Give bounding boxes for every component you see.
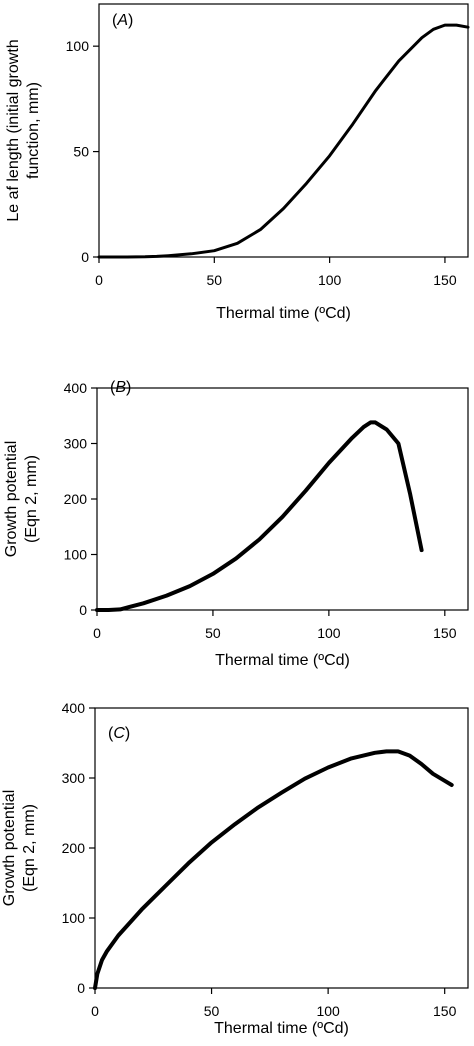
- x-tick-label: 150: [433, 272, 457, 288]
- x-tick-label: 100: [316, 1003, 340, 1019]
- panel-label: (C): [108, 725, 130, 742]
- y-tick-label: 400: [62, 700, 86, 716]
- x-tick-label: 0: [95, 272, 103, 288]
- x-tick-label: 150: [433, 1003, 457, 1019]
- y-axis-title: Growth potential: [1, 790, 18, 907]
- y-axis-title: function, mm): [25, 82, 42, 179]
- y-axis-title: Growth potential: [3, 441, 20, 558]
- panel-label: (B): [110, 379, 131, 396]
- y-tick-label: 100: [62, 910, 86, 926]
- plot-frame: [98, 3, 469, 258]
- y-tick-label: 300: [64, 436, 88, 452]
- x-tick-label: 50: [204, 1003, 220, 1019]
- x-axis-title: Thermal time (ºCd): [216, 305, 351, 322]
- x-tick-label: 50: [207, 272, 223, 288]
- series-line: [95, 420, 424, 612]
- y-axis-title: Le af length (initial growth: [5, 39, 22, 221]
- y-axis-title: (Eqn 2, mm): [21, 804, 38, 892]
- series-line: [97, 23, 470, 259]
- y-tick-label: 100: [66, 38, 90, 54]
- series-line: [93, 749, 454, 990]
- y-tick-label: 100: [64, 547, 88, 563]
- chart-b: 0 50 100 150 0 100 200 300 400 Thermal time (ºCd)…: [3, 379, 469, 669]
- y-tick-label: 200: [62, 840, 86, 856]
- x-tick-label: 100: [318, 272, 342, 288]
- y-tick-label: 50: [73, 144, 89, 160]
- y-axis-title: (Eqn 2, mm): [23, 455, 40, 543]
- x-tick-label: 0: [91, 1003, 99, 1019]
- y-tick-label: 200: [64, 491, 88, 507]
- y-tick-label: 300: [62, 770, 86, 786]
- y-tick-label: 400: [64, 380, 88, 396]
- x-tick-label: 100: [317, 625, 341, 641]
- plot-frame: [94, 707, 469, 989]
- y-tick-label: 0: [81, 249, 89, 265]
- x-tick-label: 0: [93, 625, 101, 641]
- x-tick-label: 150: [433, 625, 457, 641]
- x-axis-title: Thermal time (ºCd): [215, 652, 350, 669]
- x-tick-label: 50: [205, 625, 221, 641]
- chart-c: 0 50 100 150 0 100 200 300 400 Thermal time (ºCd)…: [1, 700, 469, 1037]
- y-tick-label: 0: [77, 980, 85, 996]
- panel-label: (A): [112, 12, 133, 29]
- chart-a: 0 50 100 150 0 50 100 Thermal time (ºCd) Le af l…: [5, 3, 470, 322]
- y-tick-label: 0: [79, 602, 87, 618]
- x-axis-title: Thermal time (ºCd): [214, 1020, 349, 1037]
